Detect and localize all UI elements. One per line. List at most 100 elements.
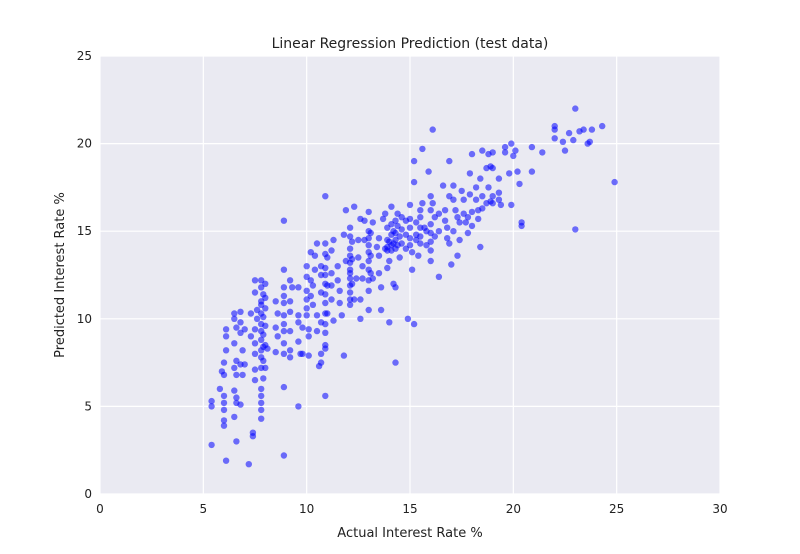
data-point [303,305,310,312]
data-point [309,282,317,289]
data-point [417,207,424,214]
data-point [454,252,461,259]
data-point [237,319,244,326]
data-point [477,243,484,251]
data-point [357,296,364,303]
data-point [260,357,267,364]
data-point [322,329,329,336]
data-point [501,143,509,151]
data-point [427,257,434,265]
x-tick-label: 30 [712,502,727,516]
data-point [386,257,393,265]
data-point [220,422,228,429]
data-point [450,228,457,235]
data-point [456,236,463,244]
data-point [220,371,228,379]
data-point [239,347,246,354]
data-point [357,315,364,322]
data-point [452,207,459,214]
data-point [510,152,517,160]
chart-title: Linear Regression Prediction (test data) [272,36,549,52]
data-point [272,348,279,356]
data-point [367,252,374,259]
data-point [508,140,515,147]
data-point [286,308,294,315]
data-point [231,315,238,322]
data-point [231,340,238,347]
data-point [233,371,240,379]
data-point [322,240,329,247]
data-point [539,149,546,156]
data-point [570,136,577,144]
data-point [253,315,261,322]
data-point [361,217,368,224]
data-point [561,147,569,154]
data-point [377,306,385,314]
data-point [280,312,288,319]
x-tick-label: 10 [299,502,314,516]
data-point [406,235,414,242]
data-point [444,224,451,231]
scatter-points [208,105,618,468]
data-point [208,403,215,410]
data-point [429,200,436,207]
data-point [322,299,329,307]
data-point [460,196,467,203]
data-point [342,207,350,214]
x-tick-label: 20 [506,502,521,516]
data-point [220,406,228,414]
data-point [247,310,255,317]
data-point [237,329,244,336]
data-point [359,263,366,270]
data-point [251,340,259,347]
data-point [334,263,341,270]
data-point [417,214,424,221]
data-point [406,201,414,209]
y-tick-label: 20 [77,137,92,151]
data-point [348,280,356,287]
data-point [427,193,434,200]
data-point [346,233,354,240]
data-point [220,417,228,424]
data-point [398,240,405,247]
data-point [251,366,259,373]
data-point [222,326,230,333]
data-point [410,157,418,165]
data-point [398,226,405,233]
data-point [365,306,372,314]
data-point [472,196,480,203]
data-point [322,320,329,328]
data-point [237,308,244,315]
data-point [322,392,329,400]
data-point [365,287,372,294]
data-point [231,364,238,372]
data-point [419,200,426,207]
data-point [516,180,523,188]
data-point [369,219,376,226]
data-point [454,214,461,221]
data-point [346,245,354,252]
data-point [495,175,503,182]
data-point [479,205,486,212]
data-point [365,208,372,216]
data-point [272,324,279,331]
data-point [464,229,472,237]
data-point [260,313,267,321]
data-point [489,200,496,207]
data-point [355,254,362,261]
data-point [258,406,265,414]
data-point [262,280,269,287]
data-point [392,217,399,224]
data-point [551,122,558,130]
data-point [313,240,321,247]
data-point [233,324,240,331]
data-point [489,164,496,172]
x-axis-label: Actual Interest Rate % [337,526,482,541]
data-point [289,284,296,291]
data-point [462,219,469,226]
data-point [233,357,240,364]
data-point [410,178,418,186]
data-point [611,178,618,186]
data-point [241,361,248,368]
data-point [489,149,496,156]
